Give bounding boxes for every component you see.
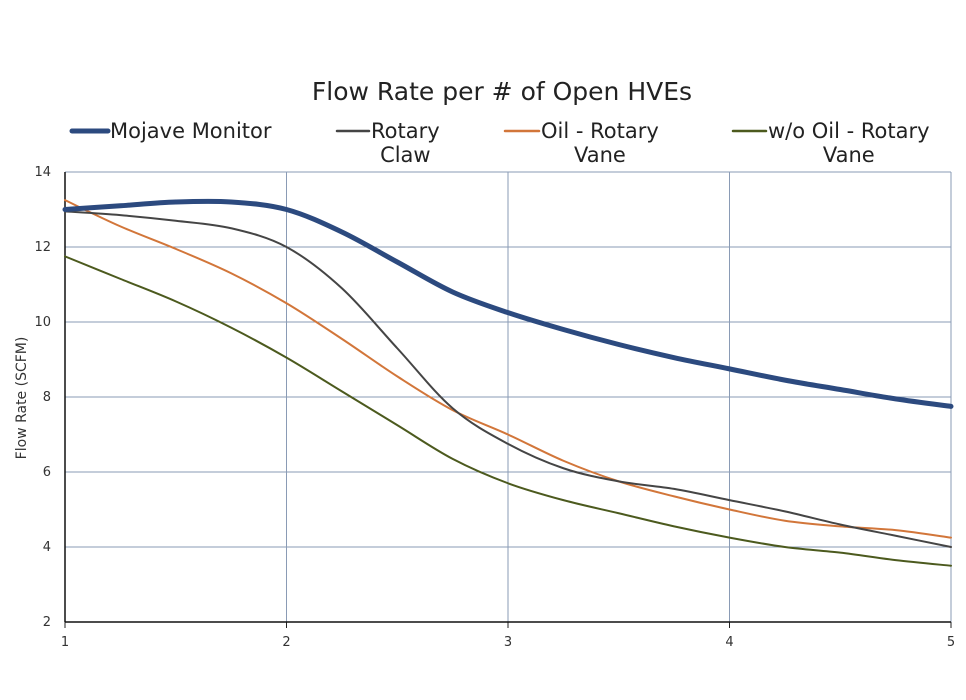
y-tick-label: 8 <box>43 390 51 405</box>
y-axis-label: Flow Rate (SCFM) <box>14 337 30 460</box>
y-tick-label: 10 <box>34 315 51 330</box>
x-tick-label: 2 <box>282 635 290 650</box>
series-line-mojave-monitor <box>62 198 954 409</box>
legend-label-line-1: w/o Oil - Rotary <box>768 119 930 143</box>
series-line-oil-rotary-vane <box>64 199 952 539</box>
chart-axes <box>64 172 952 628</box>
y-tick-label: 4 <box>43 540 51 555</box>
x-tick-label: 4 <box>725 635 733 650</box>
x-tick-label: 3 <box>504 635 512 650</box>
chart-gridlines <box>65 171 952 622</box>
chart-series <box>62 198 954 567</box>
legend-label-line-1: Oil - Rotary <box>541 119 659 143</box>
x-tick-label: 1 <box>61 635 69 650</box>
y-tick-label: 2 <box>43 615 51 630</box>
series-line-rotary-claw <box>64 210 952 548</box>
y-tick-label: 14 <box>34 165 51 180</box>
legend-item-mojave-monitor: Mojave Monitor <box>69 119 272 143</box>
legend-label-line-2: Vane <box>574 143 626 167</box>
y-tick-label: 12 <box>34 240 51 255</box>
legend-label-line-1: Rotary <box>371 119 440 143</box>
legend-label-line-2: Claw <box>380 143 431 167</box>
legend-label-line-2: Vane <box>823 143 875 167</box>
x-tick-label: 5 <box>947 635 955 650</box>
chart-title: Flow Rate per # of Open HVEs <box>312 77 692 106</box>
y-tick-label: 6 <box>43 465 51 480</box>
series-line-w-o-oil-rotary-vane <box>64 255 952 567</box>
legend-label: Mojave Monitor <box>110 119 272 143</box>
